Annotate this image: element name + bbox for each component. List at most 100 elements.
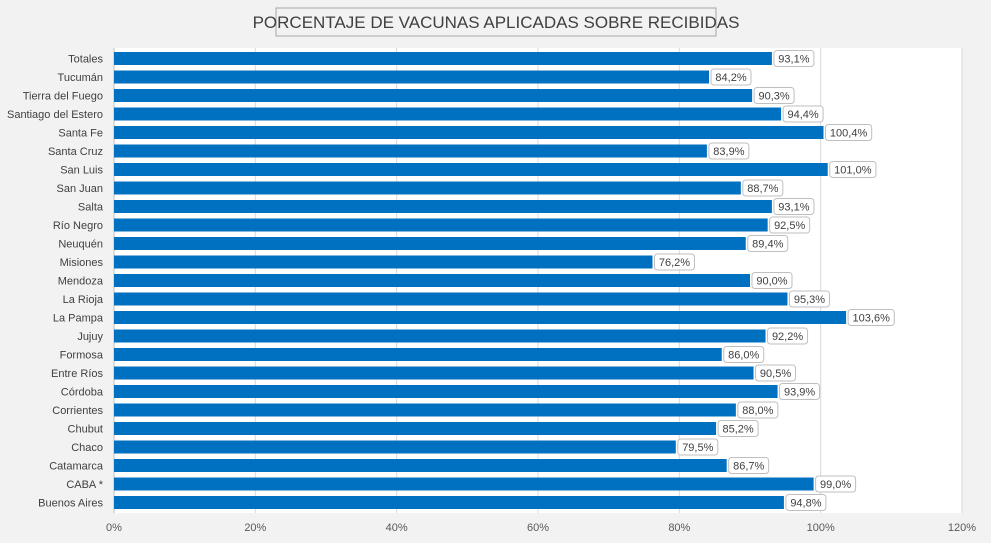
category-label: La Rioja [63, 294, 104, 306]
bar [114, 292, 788, 306]
bar [114, 329, 766, 343]
bar [114, 366, 754, 380]
data-label: 93,1% [778, 54, 809, 66]
category-label: Entre Ríos [51, 368, 103, 380]
data-label-box [751, 272, 793, 289]
data-label-box [747, 235, 789, 252]
bar [114, 403, 736, 417]
data-label: 86,0% [728, 350, 759, 362]
data-label: 89,4% [752, 239, 783, 251]
data-label-box [847, 309, 895, 326]
data-label: 93,9% [784, 387, 815, 399]
data-label-box [779, 383, 821, 400]
category-label: San Juan [57, 183, 103, 195]
category-label: Totales [68, 54, 103, 66]
bar [114, 107, 782, 121]
data-label-box [773, 198, 815, 215]
chart-title: PORCENTAJE DE VACUNAS APLICADAS SOBRE RE… [253, 13, 740, 32]
data-label-box [767, 327, 809, 345]
data-label-box [753, 87, 795, 104]
data-label: 103,6% [853, 313, 891, 325]
x-tick-label: 60% [527, 522, 549, 534]
category-label: Chubut [68, 424, 103, 436]
data-label-box [677, 438, 719, 456]
data-label: 101,0% [834, 165, 872, 177]
bars [114, 52, 847, 509]
category-label: Tucumán [58, 72, 103, 84]
category-label: Misiones [60, 257, 104, 269]
category-label: Corrientes [52, 405, 103, 417]
data-label-box [710, 68, 752, 86]
bar [114, 440, 676, 454]
x-tick-label: 40% [386, 522, 408, 534]
data-label-box [717, 420, 759, 437]
bar [114, 163, 828, 176]
data-label-box [755, 364, 797, 382]
data-label: 85,2% [722, 424, 753, 436]
category-labels: Totales Tucumán Tierra del Fuego Santiago d… [7, 54, 104, 510]
data-label-box [785, 494, 827, 511]
bar [114, 311, 847, 324]
bar [114, 70, 710, 84]
bar [114, 274, 750, 287]
category-label: Mendoza [58, 276, 104, 288]
category-label: San Luis [60, 165, 103, 177]
category-label: Córdoba [61, 387, 104, 399]
data-label-box [815, 475, 857, 493]
data-label-box [824, 124, 873, 141]
data-label: 86,7% [733, 461, 764, 473]
data-label: 79,5% [682, 442, 713, 454]
chart-title-box: PORCENTAJE DE VACUNAS APLICADAS SOBRE RE… [253, 7, 740, 37]
category-label: Catamarca [49, 461, 104, 473]
data-labels: 93,1% 84,2% 90,3% 94,4% 100,4% 83,9% 101,0% 88,… [653, 50, 895, 511]
category-label: Chaco [71, 442, 103, 454]
data-label: 90,3% [759, 91, 790, 103]
data-label: 83,9% [713, 146, 744, 158]
data-label: 99,0% [820, 479, 851, 491]
chart-title-border [275, 7, 717, 37]
x-tick-label: 120% [948, 522, 976, 534]
x-tick-label: 100% [807, 522, 835, 534]
data-label: 93,1% [778, 202, 809, 214]
x-tick-label: 20% [244, 522, 266, 534]
bar [114, 89, 753, 102]
data-label: 88,0% [742, 405, 773, 417]
category-label: CABA * [66, 479, 103, 491]
category-label: Santa Cruz [48, 146, 103, 158]
category-label: Formosa [60, 350, 104, 362]
x-axis-ticks: 0% 20% 40% 60% 80% 100% 120% [106, 522, 976, 534]
bar [114, 459, 727, 472]
category-label: Río Negro [53, 220, 103, 232]
bar [114, 477, 814, 491]
data-label-box [782, 105, 824, 123]
bar [114, 348, 722, 361]
bar [114, 52, 772, 65]
data-label-box [829, 161, 877, 178]
data-label-box [708, 142, 750, 160]
data-label: 90,5% [760, 368, 791, 380]
data-label-box [653, 253, 695, 271]
data-label-box [769, 216, 811, 234]
data-label: 76,2% [659, 257, 690, 269]
data-label-box [737, 401, 779, 419]
data-label: 84,2% [715, 72, 746, 84]
data-label: 90,0% [756, 276, 787, 288]
bar [114, 255, 653, 269]
bar [114, 422, 717, 435]
data-label: 94,8% [790, 498, 821, 510]
bar [114, 144, 707, 158]
data-label: 88,7% [747, 183, 778, 195]
bar [114, 237, 746, 250]
data-label: 100,4% [830, 128, 868, 140]
data-label-box [773, 50, 815, 67]
category-label: Jujuy [77, 331, 103, 343]
category-label: Santiago del Estero [7, 109, 103, 121]
bar [114, 181, 741, 195]
bar [114, 385, 778, 398]
data-label-box [723, 346, 765, 363]
category-label: Neuquén [58, 239, 103, 251]
category-label: Tierra del Fuego [23, 91, 103, 103]
bar [114, 200, 772, 213]
